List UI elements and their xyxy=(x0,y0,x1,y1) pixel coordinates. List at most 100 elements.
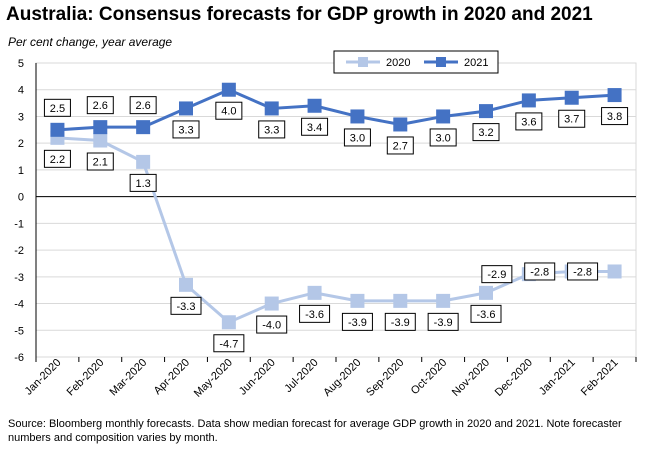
data-label-2021-box xyxy=(215,101,243,120)
x-tick-label: Nov-2020 xyxy=(450,357,492,399)
y-tick-label: 5 xyxy=(18,58,24,70)
data-label-2020-box xyxy=(86,152,114,171)
x-tick-label: Oct-2020 xyxy=(409,357,449,397)
legend-label-2021: 2021 xyxy=(464,57,488,69)
data-label-2020: -3.9 xyxy=(391,317,410,329)
data-label-2021-box xyxy=(558,109,586,128)
data-point-2021 xyxy=(436,109,451,124)
data-point-2021 xyxy=(350,109,365,124)
data-label-2021-box xyxy=(172,120,200,139)
plot-area xyxy=(35,62,637,358)
data-label-2021-box xyxy=(301,117,329,136)
data-label-2020: -3.6 xyxy=(477,309,496,321)
data-label-2020: -3.9 xyxy=(348,317,367,329)
legend-label-2020: 2020 xyxy=(386,57,410,69)
y-tick-label: 2 xyxy=(18,138,24,150)
data-point-2020 xyxy=(350,293,365,308)
x-tick-label: Apr-2020 xyxy=(152,357,192,397)
data-label-2021-box xyxy=(86,96,114,115)
data-point-2021 xyxy=(179,101,193,116)
x-tick-label: Dec-2020 xyxy=(493,357,535,399)
data-label-2021-box xyxy=(601,107,629,126)
data-point-2020 xyxy=(307,285,322,300)
data-label-2020-box xyxy=(213,334,245,353)
data-point-2020 xyxy=(607,264,622,279)
data-label-2021: 2.6 xyxy=(135,100,150,112)
data-label-2020: -4.0 xyxy=(262,320,281,332)
data-label-2021: 3.3 xyxy=(264,124,279,136)
data-point-2021 xyxy=(479,104,493,119)
data-label-2020-box xyxy=(427,312,459,331)
data-label-2020-box xyxy=(481,265,513,284)
data-label-2021: 3.2 xyxy=(478,127,493,139)
data-label-2020: 2.1 xyxy=(93,157,108,169)
data-point-2021 xyxy=(264,101,279,116)
y-tick-label: -3 xyxy=(14,272,24,284)
data-label-2021: 3.8 xyxy=(607,111,622,123)
data-label-2020-box xyxy=(170,296,202,315)
y-tick-label: -4 xyxy=(14,299,24,311)
data-label-2020-box xyxy=(299,304,331,323)
data-label-2020-box xyxy=(384,312,416,331)
legend-marker-2020 xyxy=(358,57,368,67)
data-label-2020-box xyxy=(567,262,599,281)
data-point-2021 xyxy=(564,90,579,105)
data-point-2021 xyxy=(221,82,236,97)
data-point-2020 xyxy=(179,277,193,292)
x-tick-label: Jan-2021 xyxy=(537,357,578,398)
data-label-2021-box xyxy=(258,120,286,139)
data-label-2020: -2.8 xyxy=(573,266,592,278)
data-label-2021-box xyxy=(472,123,500,142)
data-label-2020-box xyxy=(524,262,556,281)
chart-title: Australia: Consensus forecasts for GDP g… xyxy=(6,4,593,25)
data-point-2021 xyxy=(307,98,322,113)
data-label-2021: 3.6 xyxy=(521,116,536,128)
x-tick-label: Feb-2021 xyxy=(579,357,621,399)
data-point-2020 xyxy=(393,293,408,308)
x-tick-label: Sep-2020 xyxy=(364,357,406,399)
data-label-2021-box xyxy=(515,112,543,131)
data-label-2021: 2.6 xyxy=(93,100,108,112)
data-label-2020: -2.8 xyxy=(530,266,549,278)
chart-subtitle: Per cent change, year average xyxy=(8,35,173,49)
data-label-2020-box xyxy=(129,173,157,192)
y-tick-label: -6 xyxy=(14,352,24,364)
data-point-2021 xyxy=(136,120,151,135)
series-line-2021 xyxy=(57,88,615,132)
legend-marker-2021 xyxy=(436,57,446,67)
data-label-2021: 4.0 xyxy=(221,106,236,118)
data-label-2021: 3.7 xyxy=(564,114,579,126)
data-label-2021: 3.3 xyxy=(178,124,193,136)
data-label-2020-box xyxy=(341,312,373,331)
data-point-2020 xyxy=(221,315,236,330)
data-label-2020-box xyxy=(43,149,71,168)
y-tick-label: -2 xyxy=(14,245,24,257)
x-tick-label: Mar-2020 xyxy=(107,357,149,399)
data-label-2021-box xyxy=(429,128,457,147)
data-label-2020: -4.7 xyxy=(219,338,238,350)
data-label-2020: 2.2 xyxy=(50,154,65,166)
x-tick-label: May-2020 xyxy=(192,357,235,400)
data-label-2020: -3.9 xyxy=(434,317,453,329)
data-label-2020: 1.3 xyxy=(135,178,150,190)
data-point-2020 xyxy=(264,296,279,311)
y-tick-label: 0 xyxy=(18,192,24,204)
data-label-2021-box xyxy=(129,96,157,115)
data-point-2020 xyxy=(436,293,451,308)
x-tick-label: Jul-2020 xyxy=(282,357,320,395)
data-label-2021: 3.4 xyxy=(307,122,322,134)
y-tick-label: 1 xyxy=(18,165,24,177)
data-label-2021: 3.0 xyxy=(435,132,450,144)
data-point-2021 xyxy=(607,88,622,103)
data-label-2020-box xyxy=(470,304,502,323)
data-point-2021 xyxy=(93,120,108,135)
y-tick-label: -5 xyxy=(14,325,24,337)
data-point-2021 xyxy=(50,122,65,137)
data-label-2020: -2.9 xyxy=(487,269,506,281)
line-chart: -6 -5 -4 -3 -2 -1 0 1 2 3 4 5 Jan-2020 Feb-2020 Mar-20… xyxy=(14,50,637,400)
y-tick-label: 3 xyxy=(18,111,24,123)
x-tick-label: Jan-2020 xyxy=(23,357,64,398)
data-label-2020: -3.3 xyxy=(177,301,196,313)
data-label-2021-box xyxy=(343,128,371,147)
data-label-2021: 2.5 xyxy=(50,103,65,115)
